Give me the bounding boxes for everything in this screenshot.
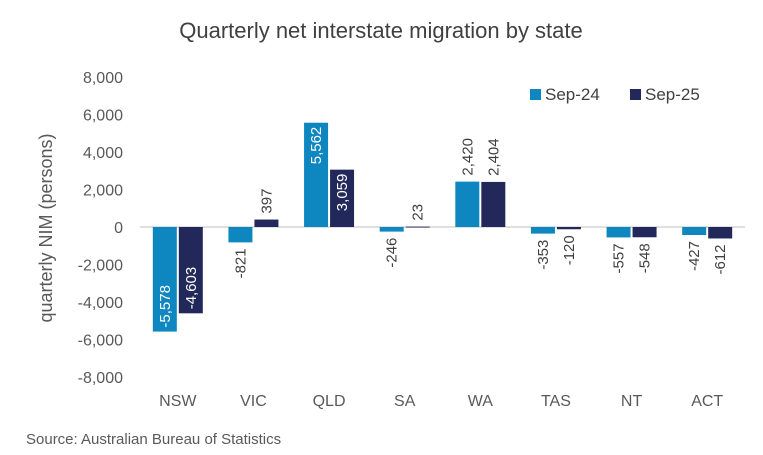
bar-sep-25-nt (632, 227, 657, 238)
category-label-tas: TAS (541, 393, 571, 410)
y-tick-label: -6,000 (78, 333, 123, 350)
category-label-act: ACT (691, 393, 723, 410)
category-label-qld: QLD (313, 393, 346, 410)
data-label-sep-25-tas: -120 (561, 235, 578, 265)
bar-sep-25-tas (556, 227, 581, 230)
y-tick-label: -2,000 (78, 258, 123, 275)
category-labels: NSW VIC QLD SA WA TAS NT ACT (159, 393, 723, 410)
y-tick-label: 6,000 (83, 108, 123, 125)
bar-sep-25-qld (330, 169, 355, 227)
data-label-sep-25-qld: 3,059 (334, 174, 351, 212)
y-tick-label: 2,000 (83, 183, 123, 200)
bar-sep-24-sa (379, 227, 404, 232)
category-label-vic: VIC (240, 393, 267, 410)
data-label-sep-25-nt: -548 (637, 243, 654, 273)
y-tick-label: 8,000 (83, 70, 123, 87)
data-label-sep-24-vic: -821 (232, 248, 249, 278)
category-label-wa: WA (468, 393, 494, 410)
category-label-sa: SA (394, 393, 416, 410)
y-tick-label: 0 (114, 220, 123, 237)
legend: Sep-24 Sep-25 (530, 85, 700, 104)
y-tick-label: -8,000 (78, 370, 123, 387)
bar-sep-24-tas (530, 227, 555, 234)
data-label-sep-25-wa: 2,404 (485, 138, 502, 176)
y-axis-ticks: 8,000 6,000 4,000 2,000 0 -2,000 -4,000 -6,000 -… (78, 70, 123, 387)
bar-sep-25-nsw (178, 227, 203, 314)
bar-sep-25-wa (481, 181, 506, 227)
data-label-sep-24-nsw: -5,578 (157, 285, 174, 328)
bar-sep-25-vic (254, 219, 279, 227)
data-label-sep-24-tas: -353 (535, 240, 552, 270)
bar-sep-24-act (682, 227, 707, 236)
data-label-sep-25-nsw: -4,603 (183, 267, 200, 310)
bars-group (152, 122, 733, 332)
chart-title: Quarterly net interstate migration by st… (179, 18, 583, 43)
bar-sep-24-nsw (152, 227, 177, 332)
legend-swatch-sep-25 (630, 89, 641, 100)
category-label-nt: NT (621, 393, 643, 410)
legend-swatch-sep-24 (530, 89, 541, 100)
data-labels-group: -5,578 -4,603 -821 397 5,562 3,059 -246 23 2,420… (157, 127, 729, 328)
source-note: Source: Australian Bureau of Statistics (26, 431, 281, 448)
data-label-sep-24-wa: 2,420 (459, 138, 476, 176)
data-label-sep-25-sa: 23 (410, 204, 427, 221)
y-tick-label: -4,000 (78, 295, 123, 312)
bar-sep-25-act (708, 227, 733, 239)
bar-sep-24-vic (228, 227, 253, 243)
y-tick-label: 4,000 (83, 145, 123, 162)
data-label-sep-24-sa: -246 (384, 238, 401, 268)
bar-sep-25-sa (405, 226, 430, 228)
legend-label-sep-24: Sep-24 (545, 85, 600, 104)
bar-sep-24-nt (606, 227, 631, 238)
data-label-sep-24-qld: 5,562 (308, 127, 325, 165)
bar-sep-24-wa (455, 181, 480, 227)
data-label-sep-25-act: -612 (712, 244, 729, 274)
y-axis-title: quarterly NIM (persons) (36, 133, 56, 322)
data-label-sep-24-act: -427 (686, 241, 703, 271)
data-label-sep-25-vic: 397 (258, 189, 275, 214)
legend-label-sep-25: Sep-25 (645, 85, 700, 104)
data-label-sep-24-nt: -557 (611, 243, 628, 273)
category-label-nsw: NSW (159, 393, 197, 410)
bar-sep-24-qld (304, 122, 329, 227)
